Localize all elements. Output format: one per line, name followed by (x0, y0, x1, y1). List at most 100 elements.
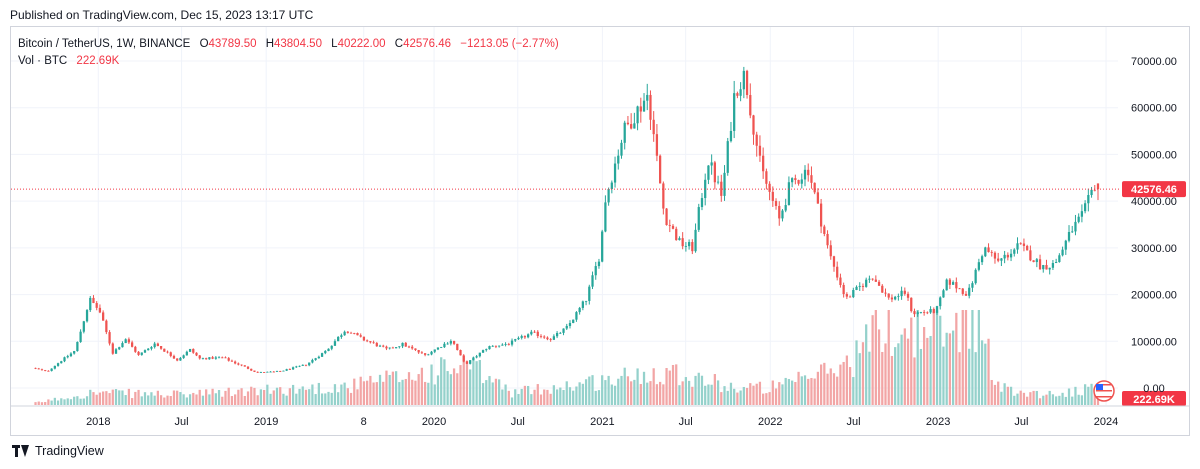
y-tick-label: 30000.00 (1131, 243, 1177, 255)
volume-bar (208, 394, 211, 405)
candle (324, 351, 327, 354)
candle (291, 367, 295, 370)
volume-bar (449, 374, 452, 405)
volume-bar (945, 332, 948, 405)
volume-bar (211, 388, 214, 405)
volume-bar (192, 392, 195, 405)
volume-bar (176, 390, 179, 405)
candle (192, 348, 195, 353)
candle (50, 368, 53, 371)
candle (784, 205, 787, 211)
volume-bar (742, 386, 745, 405)
current-price-tag (1122, 181, 1186, 198)
volume-bar (591, 375, 594, 405)
volume-bar (1026, 396, 1029, 405)
volume-bar (494, 378, 498, 405)
volume-bar (475, 361, 478, 405)
candle (543, 336, 546, 338)
candle (903, 290, 906, 294)
volume-bar (163, 397, 166, 405)
volume-bar (916, 310, 919, 405)
candle (510, 340, 514, 345)
candle (659, 155, 662, 184)
volume-bar (185, 397, 188, 405)
volume-bar (285, 395, 288, 405)
candle (320, 353, 324, 357)
candle (913, 311, 916, 315)
x-tick-label: Jul (679, 416, 693, 428)
candle (758, 145, 762, 156)
candle (211, 357, 214, 359)
volume-bar (955, 312, 958, 405)
volume-bar (765, 393, 768, 405)
candle (1077, 216, 1080, 222)
candle (636, 106, 639, 124)
footer-brand[interactable]: TradingView (12, 444, 104, 458)
candle (745, 70, 749, 96)
volume-bar (774, 388, 778, 405)
candle (681, 238, 684, 247)
volume-bar (877, 329, 881, 405)
volume-bar (382, 381, 385, 405)
candle (82, 321, 85, 332)
open-value: 43789.50 (208, 38, 257, 50)
low-label: L (331, 38, 338, 50)
volume-bar (1035, 390, 1038, 405)
symbol-label[interactable]: Bitcoin / TetherUS, 1W, BINANCE (18, 38, 191, 50)
chart-frame[interactable] (10, 26, 1190, 436)
candle (243, 365, 246, 367)
x-tick-label: 8 (361, 416, 367, 428)
volume-bar (968, 348, 971, 405)
current-price-tag-label: 42576.46 (1131, 184, 1177, 196)
us-event-flag-icon[interactable] (1093, 380, 1115, 402)
candle (987, 247, 990, 253)
candle (34, 367, 37, 369)
volume-bar (130, 398, 134, 405)
volume-bar (501, 389, 504, 405)
candle (526, 334, 530, 338)
candle (1009, 253, 1013, 258)
volume-bar (601, 375, 604, 405)
volume-bar (720, 392, 723, 405)
volume-bar (829, 368, 832, 405)
volume-bar (95, 394, 98, 405)
volume-bar (646, 382, 649, 405)
candle (430, 351, 433, 355)
volume-bar (262, 389, 266, 405)
volume-bar (102, 391, 105, 405)
volume-bar (1067, 388, 1071, 405)
volume-bar (111, 389, 114, 405)
volume-bar (349, 392, 353, 405)
volume-bar (456, 373, 459, 405)
volume-bar (984, 343, 987, 405)
volume-bar (993, 384, 997, 405)
candle (842, 285, 845, 295)
candle (327, 348, 330, 352)
candle (755, 134, 758, 146)
volume-bar (462, 356, 465, 405)
candle (565, 325, 568, 329)
candle (185, 351, 188, 356)
volume-bar (166, 395, 169, 405)
candle (613, 163, 617, 183)
volume-bar (436, 375, 440, 405)
volume-bar (337, 392, 340, 405)
candle (504, 344, 507, 345)
candle (433, 349, 436, 352)
volume-bar (533, 389, 536, 405)
volume-label[interactable]: Vol · BTC (18, 55, 68, 67)
volume-bar (127, 388, 131, 405)
candle (266, 371, 269, 373)
candle (237, 363, 240, 365)
volume-bar (800, 376, 803, 405)
candle (823, 226, 826, 234)
candle (610, 182, 613, 190)
volume-bar (169, 396, 172, 405)
volume-bar (565, 381, 568, 405)
candle (417, 349, 420, 353)
volume-bar (317, 382, 320, 405)
volume-bar (82, 398, 85, 405)
volume-bar (1061, 392, 1064, 405)
volume-bar (704, 385, 707, 405)
